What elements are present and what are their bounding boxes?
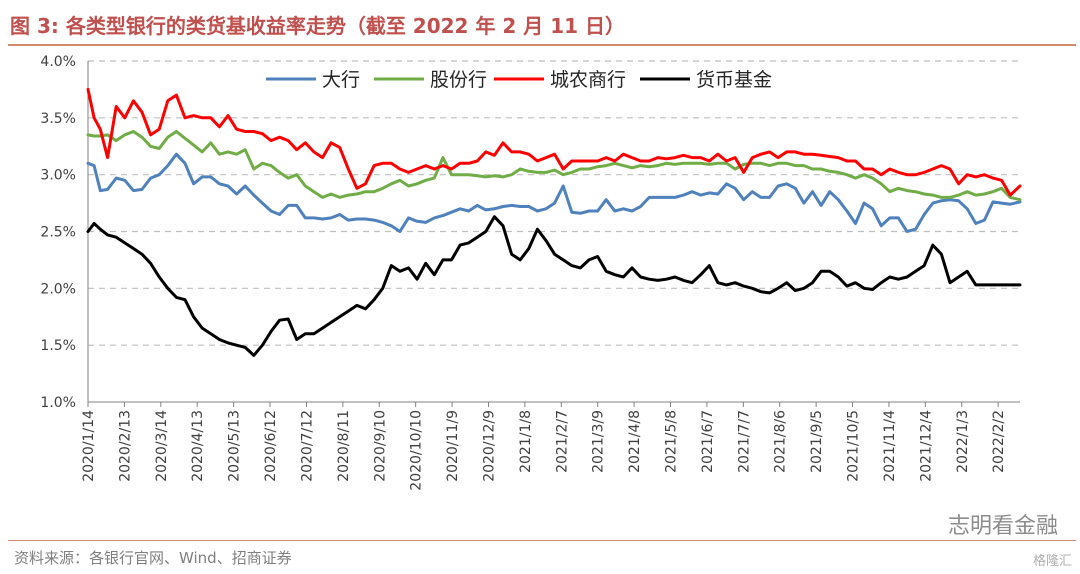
source-note: 资料来源：各银行官网、Wind、招商证券 [14, 549, 292, 567]
x-tick-label: 2021/11/4 [882, 410, 898, 482]
x-tick-label: 2020/1/14 [81, 410, 97, 482]
x-tick-label: 2020/3/14 [154, 410, 170, 482]
y-tick-label: 1.0% [40, 395, 76, 411]
x-tick-label: 2021/4/8 [627, 410, 643, 473]
legend: 大行 股份行 城农商行 货币基金 [266, 69, 772, 91]
legend-label: 大行 [322, 69, 360, 91]
legend-label: 城农商行 [550, 69, 626, 91]
y-axis-ticks: 4.0% 3.5% 3.0% 2.5% 2.0% 1.5% 1.0% [40, 54, 76, 411]
x-axis-ticks: 2020/1/14 2020/2/13 2020/3/14 2020/4/13 2020… [81, 402, 1007, 491]
y-tick-label: 2.0% [40, 281, 76, 297]
x-tick-label: 2022/1/3 [955, 410, 971, 473]
x-tick-label: 2020/11/9 [445, 410, 461, 482]
x-tick-label: 2021/12/4 [918, 410, 934, 482]
watermark-secondary: 格隆汇 [1032, 554, 1072, 569]
x-tick-label: 2021/5/8 [664, 410, 680, 473]
gridlines [88, 60, 1020, 346]
figure-title: 图 3: 各类型银行的类货基收益率走势（截至 2022 年 2 月 11 日） [10, 14, 626, 38]
y-tick-label: 3.5% [40, 111, 76, 127]
source-divider [8, 540, 1076, 541]
x-tick-label: 2020/2/13 [117, 410, 133, 482]
x-tick-label: 2021/2/7 [554, 410, 570, 473]
y-tick-label: 3.0% [40, 168, 76, 184]
x-tick-label: 2020/12/9 [481, 410, 497, 482]
x-tick-label: 2021/1/8 [518, 410, 534, 473]
x-tick-label: 2020/10/10 [409, 410, 425, 491]
x-tick-label: 2020/5/13 [227, 410, 243, 482]
title-divider [8, 44, 1076, 46]
x-tick-label: 2021/3/9 [591, 410, 607, 473]
y-tick-label: 4.0% [40, 54, 76, 70]
series-line-1 [86, 130, 1022, 202]
x-tick-label: 2021/10/5 [846, 410, 862, 482]
legend-label: 货币基金 [696, 69, 772, 91]
x-tick-label: 2020/7/12 [299, 410, 315, 482]
x-tick-label: 2021/6/7 [700, 410, 716, 473]
y-tick-label: 2.5% [40, 225, 76, 241]
watermark: 志明看金融 [947, 514, 1058, 539]
series-line-3 [86, 215, 1022, 357]
series-lines [86, 87, 1022, 357]
x-tick-label: 2021/7/7 [736, 410, 752, 473]
x-tick-label: 2021/9/5 [809, 410, 825, 473]
legend-label: 股份行 [430, 69, 487, 91]
x-tick-label: 2022/2/2 [991, 410, 1007, 473]
x-tick-label: 2020/9/10 [372, 410, 388, 482]
series-line-2 [86, 87, 1022, 197]
x-tick-label: 2020/6/12 [263, 410, 279, 482]
y-tick-label: 1.5% [40, 338, 76, 354]
x-tick-label: 2020/8/11 [336, 410, 352, 482]
x-tick-label: 2020/4/13 [190, 410, 206, 482]
line-chart: 4.0%3.5%3.0%2.5%2.0%1.5%1.0% 2020/1/14 20… [40, 54, 1022, 491]
x-tick-label: 2021/8/6 [773, 410, 789, 473]
series-line-0 [86, 152, 1022, 233]
